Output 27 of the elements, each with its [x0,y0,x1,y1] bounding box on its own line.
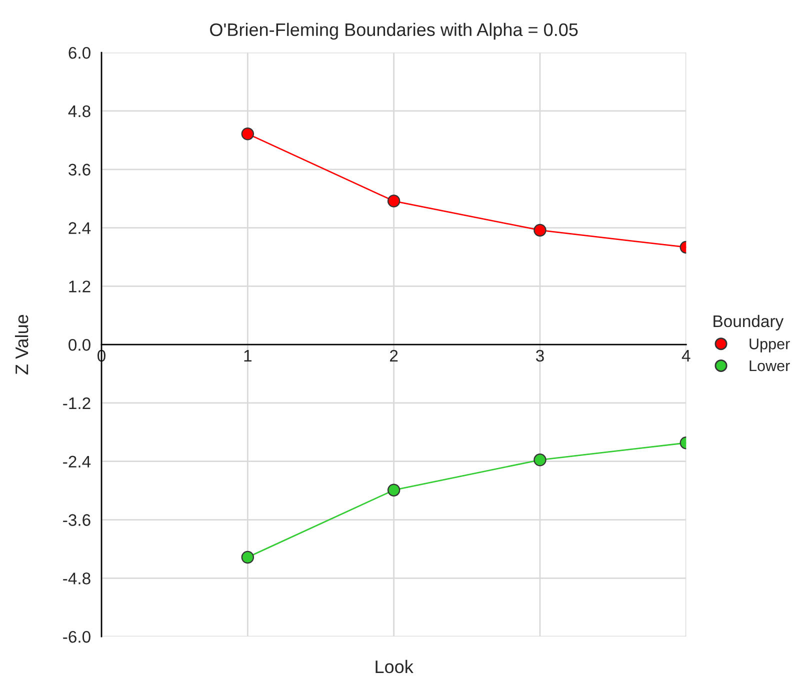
x-tick-label: 4 [682,350,690,362]
x-tick-label: 3 [536,350,544,362]
point [241,127,254,140]
point [387,484,400,496]
y-tick-label: -6.0 [63,630,90,643]
chart-title: O'Brien-Fleming Boundaries with Alpha = 0.05 [210,22,578,40]
y-tick-label: 3.6 [68,164,90,176]
y-axis-title: Z Value [14,314,28,374]
y-tick-label: 4.8 [68,105,90,118]
point [387,194,400,208]
y-tick-label: 6.0 [68,46,90,59]
legend-label: Upper [750,338,790,352]
y-tick-label: -2.4 [63,456,91,468]
x-axis-title: Look [376,660,414,674]
x-tick-label: 2 [390,350,398,362]
point [534,454,546,466]
y-tick-label: -3.6 [63,514,90,526]
y-tick-label: 0.0 [68,338,90,351]
point [241,550,254,564]
y-tick-label: 1.2 [69,280,90,292]
point [534,224,546,237]
y-tick-label: -4.8 [63,572,90,584]
y-tick-label: 2.4 [68,222,91,234]
legend-title: Boundary [714,314,784,330]
y-tick-label: -1.2 [63,397,90,410]
legend-label: Lower [750,360,790,372]
x-tick-label: 1 [244,350,252,362]
